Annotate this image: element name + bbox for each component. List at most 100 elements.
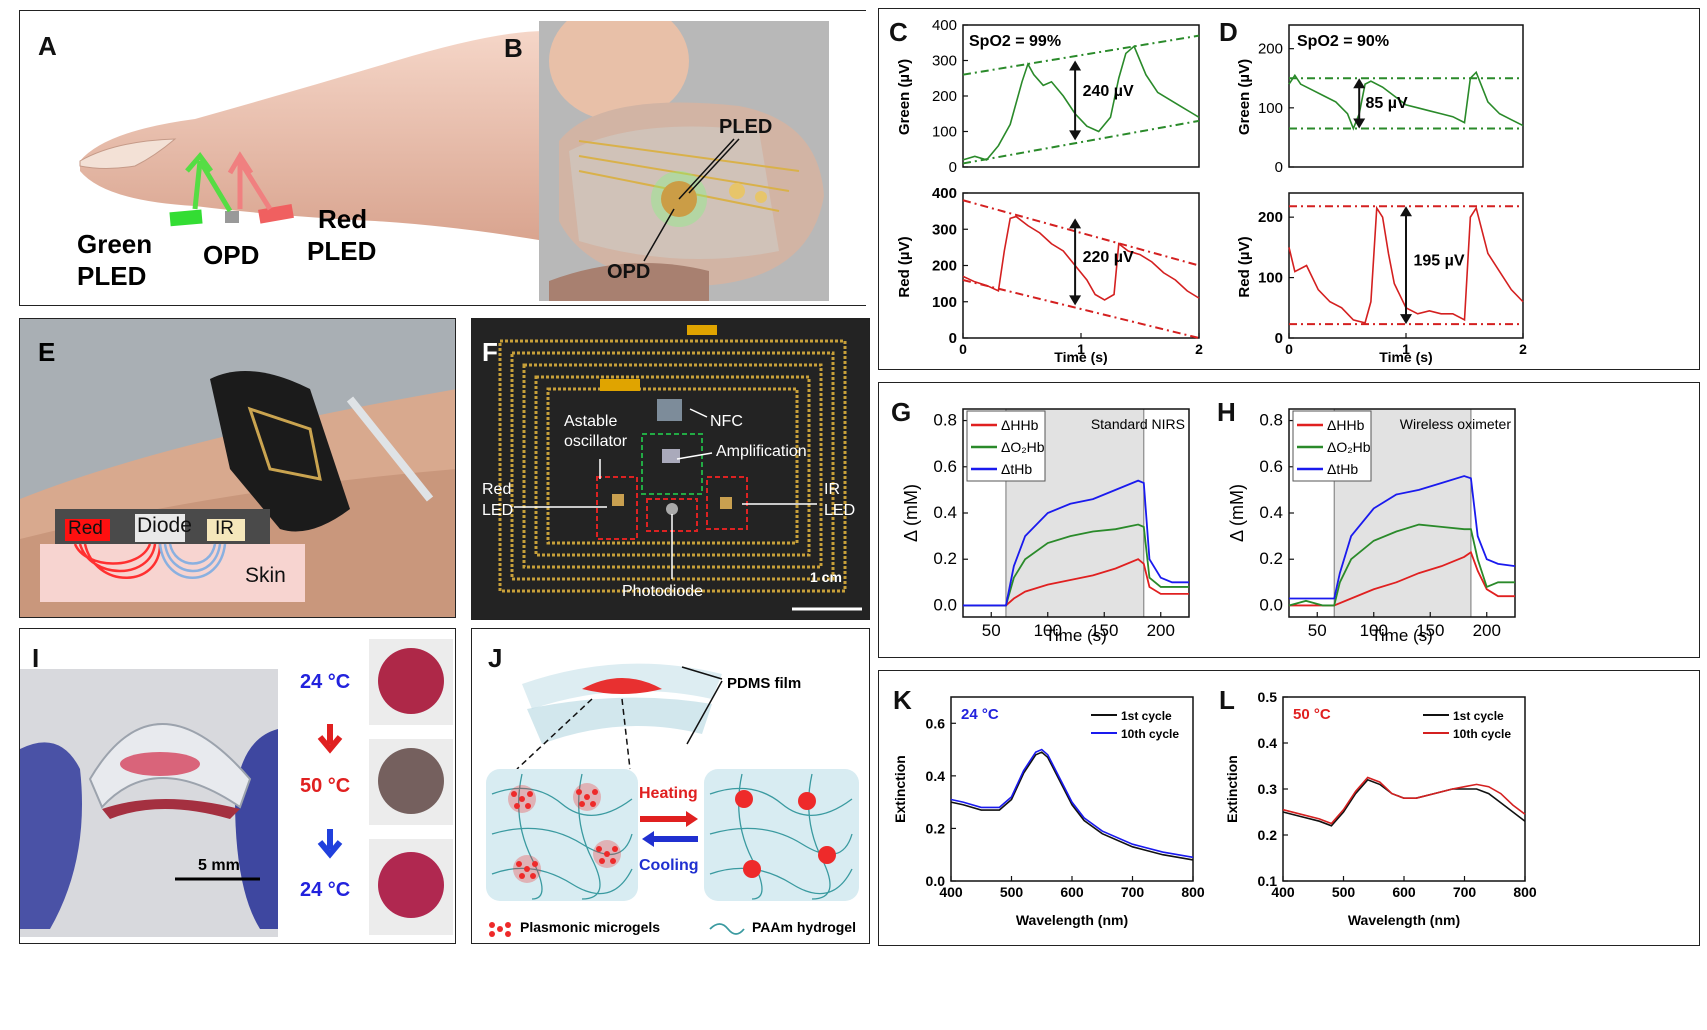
nfc-circuit-photo: [472, 319, 869, 619]
l-legend-label-1: 10th cycle: [1453, 727, 1511, 741]
g-y-tick-label: 0.8: [933, 411, 957, 430]
c-red-amplitude-label: 220 µV: [1083, 249, 1134, 266]
label-cooling: Cooling: [639, 857, 699, 874]
d-red-y-tick-label: 200: [1258, 209, 1283, 226]
label-ir-led-2: LED: [824, 502, 856, 519]
l-y-tick-label: 0.2: [1258, 827, 1278, 843]
label-red-led-1: Red: [482, 481, 512, 498]
panel-label-j: J: [488, 643, 503, 673]
panel-a: A Green PLED OPD Red PLED: [19, 10, 866, 306]
l-x-tick-label: 700: [1453, 884, 1477, 900]
c-red-y-tick-label: 200: [932, 258, 957, 275]
photo-b: PLED OPD: [539, 21, 829, 301]
k-y-tick-label: 0.4: [926, 768, 946, 784]
c-red-ylabel: Red (µV): [896, 236, 913, 297]
c-green-amplitude-label: 240 µV: [1083, 83, 1134, 100]
k-y-tick-label: 0.2: [926, 820, 946, 836]
c-green-y-tick-label: 400: [932, 17, 957, 34]
c-green-upper-envelope: [962, 34, 1200, 76]
c-xlabel: Time (s): [1054, 349, 1107, 365]
g-ylabel: Δ (mM): [901, 484, 921, 542]
k-x-tick-label: 800: [1181, 884, 1205, 900]
panel-gh: G H 50 100 150 200 0.0 0.2 0.4 0.6 0.8 Standard N…: [878, 382, 1700, 658]
scale-bar-label-f: 1 cm: [810, 569, 842, 585]
label-nfc: NFC: [710, 413, 743, 430]
g-title: Standard NIRS: [1091, 416, 1185, 432]
label-green: Green: [77, 229, 153, 259]
arm-sensor-photo: [20, 319, 455, 617]
panel-label-b: B: [504, 33, 523, 63]
g-x-tick-label: 50: [982, 621, 1001, 640]
panel-label-e: E: [38, 337, 56, 367]
scale-bar-label-i: 5 mm: [198, 857, 240, 874]
l-temperature-label: 50 °C: [1293, 706, 1331, 723]
panel-label-f: F: [482, 337, 498, 367]
c-green-lower-envelope: [962, 119, 1200, 165]
k-xlabel: Wavelength (nm): [1016, 912, 1128, 928]
h-y-tick-label: 0.4: [1259, 503, 1283, 522]
panel-label-k: K: [893, 685, 912, 715]
c-red-amplitude-arrow-head-bottom: [1069, 295, 1082, 306]
label-red: Red: [318, 204, 368, 234]
panel-cd: C D 0 100 200 300 400 240 µV SpO2 = 99% Green (…: [878, 8, 1700, 370]
c-green-ylabel: Green (µV): [896, 59, 913, 135]
c-green-y-tick-label: 300: [932, 53, 957, 70]
d-green-y-tick-label: 200: [1258, 41, 1283, 58]
label-e-ir: IR: [215, 518, 234, 539]
l-series-1: [1282, 776, 1526, 825]
h-legend-label-2: ΔtHb: [1327, 461, 1358, 477]
label-pled-b: PLED: [719, 116, 773, 138]
label-opd-b: OPD: [607, 261, 651, 283]
panel-label-l: L: [1219, 685, 1235, 715]
h-y-tick-label: 0.6: [1259, 457, 1283, 476]
panel-i: I 24 °C 50 °C 24 °C 5 mm: [19, 628, 456, 944]
d-red-amplitude-arrow-head-top: [1400, 206, 1412, 217]
k-series-1: [950, 748, 1194, 859]
k-series-0: [950, 751, 1194, 861]
l-x-tick-label: 500: [1332, 884, 1356, 900]
panel-kl: K L 400 500 600 700 800 0.0 0.2 0.4 0.6 24 °C 1st …: [878, 670, 1700, 946]
label-pled-green: PLED: [77, 261, 147, 291]
temp-label-1: 24 °C: [300, 671, 351, 693]
h-x-tick-label: 200: [1473, 621, 1501, 640]
label-e-diode: Diode: [137, 514, 192, 537]
d-green-y-tick-label: 100: [1258, 100, 1283, 117]
h-x-tick-label: 50: [1308, 621, 1327, 640]
k-y-tick-label: 0.6: [926, 715, 946, 731]
l-y-tick-label: 0.1: [1258, 873, 1278, 889]
d-red-series: [1288, 205, 1524, 324]
g-x-tick-label: 200: [1147, 621, 1175, 640]
c-red-y-tick-label: 0: [949, 330, 957, 347]
h-series-1: [1288, 523, 1515, 607]
panel-label-i: I: [32, 643, 40, 673]
c-red-series: [962, 215, 1200, 301]
g-x-tick-label: 100: [1034, 621, 1062, 640]
c-red-x-tick-label: 0: [959, 341, 967, 357]
label-pdms-film: PDMS film: [727, 675, 802, 692]
k-x-tick-label: 600: [1060, 884, 1084, 900]
k-y-tick-label: 0.0: [926, 873, 946, 889]
chart-kl: 400 500 600 700 800 0.0 0.2 0.4 0.6 24 °C 1st cycl…: [892, 689, 1537, 928]
l-xlabel: Wavelength (nm): [1348, 912, 1460, 928]
label-astable: Astable: [564, 413, 618, 430]
h-y-tick-label: 0.2: [1259, 549, 1283, 568]
l-legend-label-0: 1st cycle: [1453, 709, 1504, 723]
label-heating: Heating: [639, 785, 698, 802]
label-ir-led-1: IR: [824, 481, 840, 498]
panel-j: J PDMS film Heating Cooling Plasmonic mi…: [471, 628, 870, 944]
c-green-amplitude-arrow-head-top: [1069, 60, 1082, 71]
c-red-y-tick-label: 100: [932, 294, 957, 311]
g-y-tick-label: 0.6: [933, 457, 957, 476]
d-red-x-tick-label: 1: [1402, 341, 1410, 357]
panel-label-a: A: [38, 31, 57, 61]
g-y-tick-label: 0.2: [933, 549, 957, 568]
l-x-tick-label: 600: [1392, 884, 1416, 900]
label-opd: OPD: [203, 240, 260, 270]
panel-f: F Astable oscillator NFC Amplification R…: [471, 318, 870, 620]
g-x-tick-label: 150: [1090, 621, 1118, 640]
h-ylabel: Δ (mM): [1227, 484, 1247, 542]
panel-label-c: C: [889, 17, 908, 47]
h-series-2: [1289, 475, 1516, 600]
chart-gh: 50 100 150 200 0.0 0.2 0.4 0.6 0.8 Standard NIRS Δ…: [901, 408, 1516, 645]
